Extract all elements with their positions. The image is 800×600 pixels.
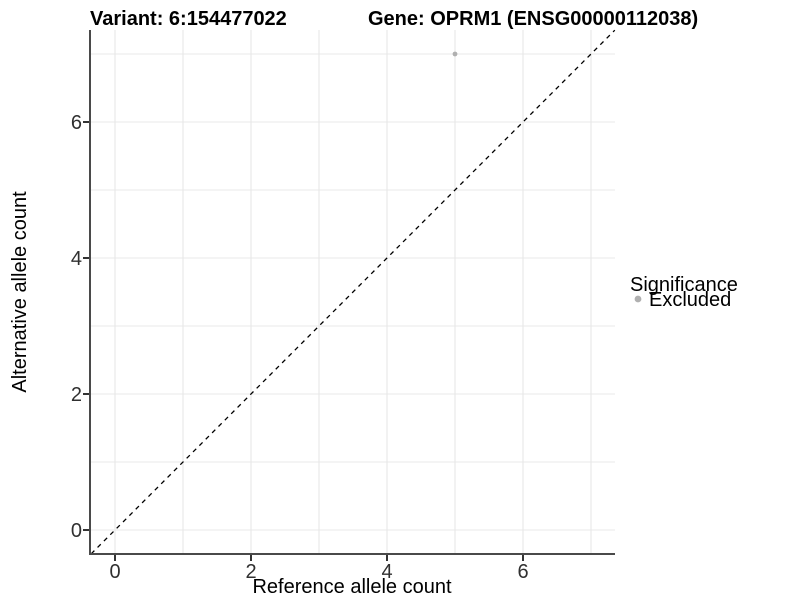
- identity-line-group: [90, 29, 616, 555]
- legend-title: Significance: [630, 274, 738, 296]
- x-tick-label-2: 2: [245, 561, 256, 583]
- plot-title-variant: Variant: 6:154477022: [90, 8, 287, 30]
- plot-title-gene: Gene: OPRM1 (ENSG00000112038): [368, 8, 698, 30]
- legend: Significance Excluded: [630, 274, 738, 311]
- y-axis-title: Alternative allele count: [9, 191, 31, 393]
- y-tick-label-6: 6: [71, 112, 82, 134]
- x-axis-ticks: 0 2 4 6: [109, 555, 529, 583]
- x-axis-title: Reference allele count: [252, 576, 451, 598]
- y-tick-label-0: 0: [71, 520, 82, 542]
- identity-line: [90, 29, 616, 555]
- x-tick-label-4: 4: [381, 561, 392, 583]
- gridlines: [90, 30, 615, 554]
- y-tick-label-4: 4: [71, 248, 82, 270]
- data-point-excluded: [452, 51, 458, 57]
- y-axis-ticks: 0 2 4 6: [71, 112, 89, 542]
- legend-key-excluded-dot: [634, 295, 642, 303]
- y-tick-label-2: 2: [71, 384, 82, 406]
- legend-label-excluded: Excluded: [649, 289, 731, 311]
- data-points: [452, 51, 458, 57]
- x-tick-label-6: 6: [517, 561, 528, 583]
- x-tick-label-0: 0: [109, 561, 120, 583]
